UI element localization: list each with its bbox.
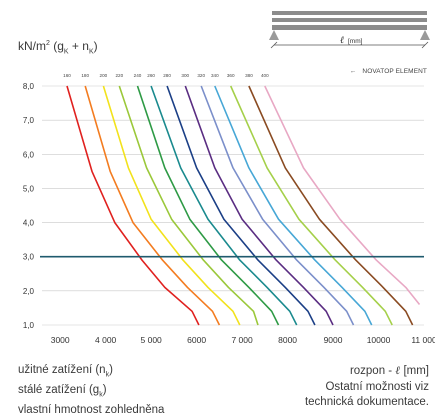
series-label-180: 180 [81, 73, 89, 78]
series-label-240: 240 [134, 73, 142, 78]
series-label-220: 220 [115, 73, 123, 78]
x-tick-label: 5 000 [141, 335, 163, 345]
y-tick-label: 2,0 [23, 287, 35, 296]
span-label-unit: [mm] [348, 38, 363, 45]
y-tick-label: 4,0 [23, 219, 35, 228]
series-label-360: 360 [227, 73, 235, 78]
legend-dead-load: stálé zatížení (gk) [18, 383, 107, 399]
beam-layer-mid [272, 18, 427, 22]
series-label-280: 280 [163, 73, 171, 78]
x-tick-label: 10000 [367, 335, 391, 345]
series-labels: 160 180 200 220 240 260 280 300 320 340 360 380 400 [63, 73, 269, 78]
series-label-160: 160 [63, 73, 71, 78]
legend-left: užitné zatížení (nk) stálé zatížení (gk)… [18, 363, 164, 418]
series-label-340: 340 [211, 73, 219, 78]
span-tick-left [270, 41, 278, 49]
y-axis-ticks: 1,0 2,0 3,0 4,0 5,0 6,0 7,0 8,0 [23, 82, 35, 330]
support-right-icon [420, 30, 430, 40]
series-line-200 [102, 85, 241, 326]
series-line-300 [184, 85, 334, 326]
legend-live-load: užitné zatížení (nk) [18, 364, 113, 379]
y-tick-label: 3,0 [23, 253, 35, 262]
series-line-380 [248, 85, 414, 326]
series-line-180 [84, 85, 221, 326]
series-line-340 [214, 85, 373, 326]
y-axis-title: kN/m2 (gK + nK) [18, 39, 98, 56]
x-tick-label: 7 000 [231, 335, 253, 345]
series-line-160 [66, 85, 200, 326]
series-line-280 [166, 85, 316, 326]
span-axis-title: rozpon - ℓ [mm] [349, 363, 429, 377]
y-tick-label: 7,0 [23, 116, 35, 125]
beam-layer-bottom [272, 25, 427, 30]
beam-layer-top [272, 11, 427, 15]
novatop-element-note: ← NOVATOP ELEMENT [350, 68, 427, 75]
y-tick-label: 5,0 [23, 184, 35, 193]
series-label-320: 320 [197, 73, 205, 78]
series-line-360 [229, 85, 393, 326]
legend-self-weight: vlastní hmotnost zohledněna [18, 403, 165, 416]
series-line-400 [264, 85, 421, 306]
series-lines [66, 85, 421, 326]
x-tick-label: 8000 [278, 335, 297, 345]
y-tick-label: 8,0 [23, 82, 35, 91]
grid-lines [42, 85, 424, 326]
series-line-220 [118, 85, 259, 326]
beam-diagram: ℓ [mm] [269, 11, 430, 49]
series-label-300: 300 [181, 73, 189, 78]
series-label-260: 260 [147, 73, 155, 78]
y-tick-label: 6,0 [23, 150, 35, 159]
other-options-note: Ostatní možnosti viz [325, 380, 429, 393]
x-tick-label: 4 000 [95, 335, 117, 345]
arrow-left-icon: ← [349, 68, 357, 75]
support-left-icon [269, 30, 279, 40]
y-tick-label: 1,0 [23, 321, 35, 330]
series-label-380: 380 [245, 73, 253, 78]
x-tick-label: 9000 [324, 335, 343, 345]
note-text: NOVATOP ELEMENT [362, 68, 427, 75]
x-axis-ticks: 3000 4 000 5 000 6000 7 000 8000 9000 10000 11 0… [51, 335, 435, 345]
tech-docs-note: technická dokumentace. [304, 396, 429, 408]
legend-right: rozpon - ℓ [mm] Ostatní možnosti viz tec… [305, 363, 429, 411]
series-label-400: 400 [261, 73, 269, 78]
span-tick-right [421, 41, 429, 49]
x-tick-label: 3000 [51, 335, 70, 345]
series-label-200: 200 [100, 73, 108, 78]
span-label-ell: ℓ [340, 35, 344, 46]
series-line-240 [136, 85, 280, 326]
x-tick-label: 11 000 [411, 335, 435, 345]
x-tick-label: 6000 [187, 335, 206, 345]
series-line-320 [200, 85, 355, 326]
series-line-260 [150, 85, 298, 326]
